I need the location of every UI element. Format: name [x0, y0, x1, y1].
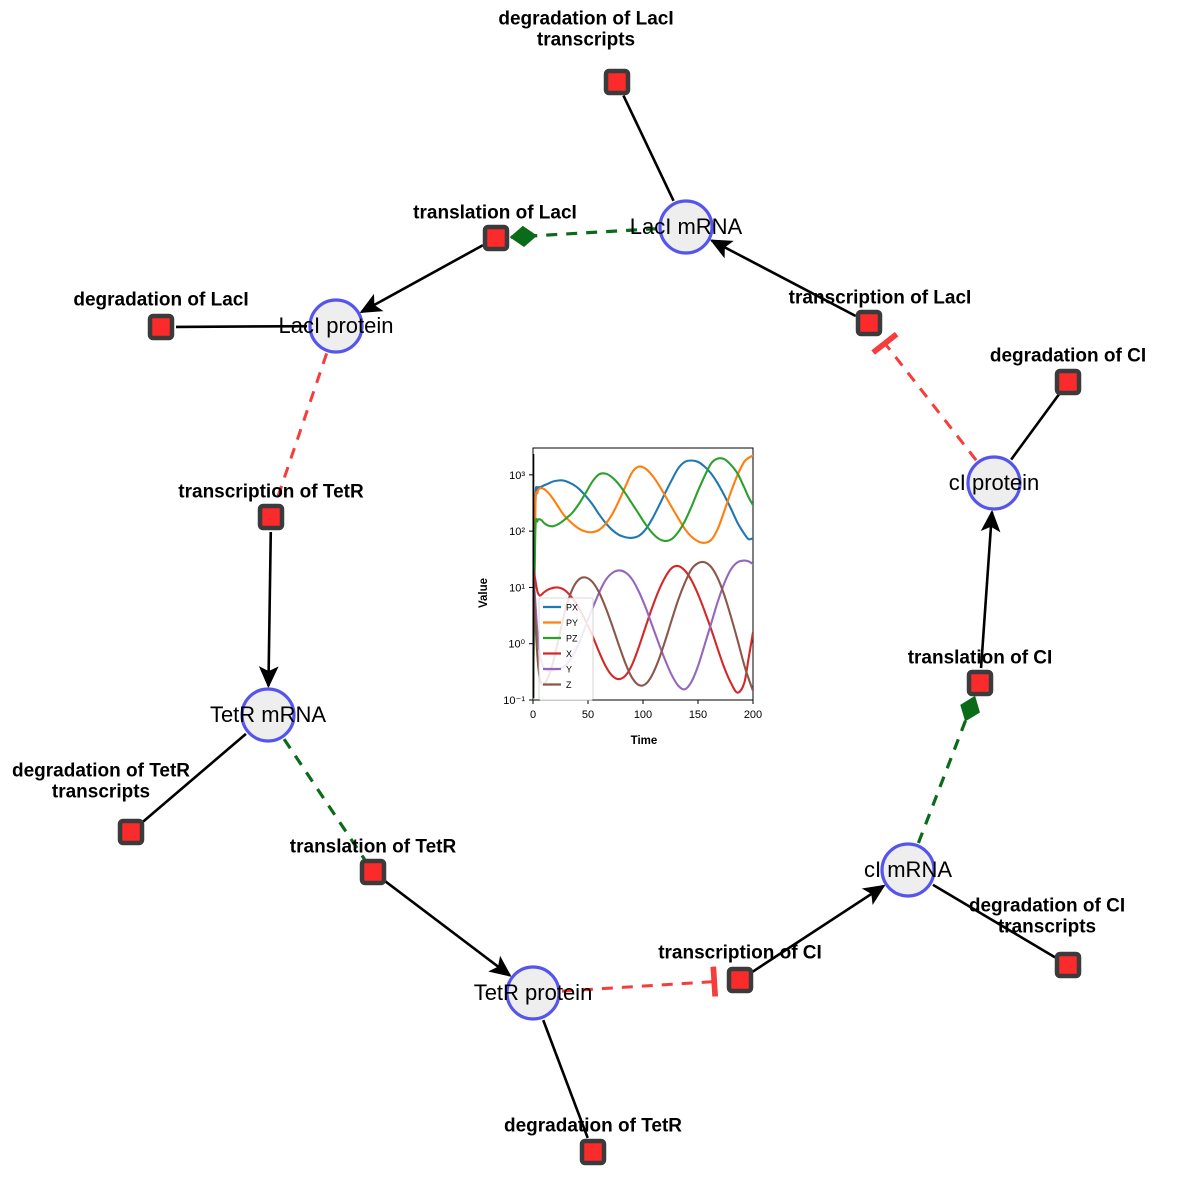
- reaction-node-tl_laci[interactable]: [482, 224, 510, 252]
- chart-yticklabel: 10³: [509, 470, 525, 482]
- chart-xticklabel: 200: [744, 709, 762, 721]
- reaction-node-deg_laci_tr[interactable]: [603, 68, 631, 96]
- chart-legend-label-PX: PX: [566, 602, 578, 612]
- edge-tx_ci-to-ci_mrna: [751, 884, 886, 973]
- reaction-node-deg_laci[interactable]: [147, 313, 175, 341]
- reaction-node-deg_tetr[interactable]: [579, 1138, 607, 1166]
- node-layer: [117, 68, 1082, 1166]
- chart-legend-label-PY: PY: [566, 618, 578, 628]
- species-node-ci_protein[interactable]: [966, 455, 1022, 511]
- chart-yticklabel: 10¹: [509, 582, 525, 594]
- edge-tx_tetr-to-tetr_mrna: [258, 531, 279, 689]
- edge-deg_tetr-to-tetr_protein: [542, 1019, 589, 1139]
- chart-legend-label-PZ: PZ: [566, 633, 578, 643]
- edge-laci_mrna-to-tl_laci: [509, 225, 658, 247]
- reaction-node-tx_tetr[interactable]: [257, 503, 285, 531]
- reaction-node-tx_laci[interactable]: [855, 309, 883, 337]
- chart-series-PZ: [533, 457, 753, 700]
- edge-tetr_mrna-to-tl_tetr: [282, 738, 366, 861]
- species-node-laci_mrna[interactable]: [658, 199, 714, 255]
- edge-deg_laci-to-laci_protein: [175, 324, 308, 329]
- timecourse-plot-inset: 0 50 100 150 200 10⁻¹ 10⁰ 10¹ 10² 10³ PX PY PZ X Y Z T…: [475, 438, 765, 750]
- chart-xticklabel: 100: [634, 709, 652, 721]
- edge-deg_tetr_tr-to-tetr_mrna: [141, 732, 247, 824]
- edge-deg_ci_tr-to-ci_mrna: [932, 883, 1056, 959]
- edge-tl_ci-to-ci_protein: [979, 509, 1001, 669]
- edge-laci_protein-to-tx_tetr: [274, 352, 329, 504]
- edge-deg_ci-to-ci_protein: [1010, 393, 1061, 461]
- edge-deg_laci_tr-to-laci_mrna: [622, 94, 675, 202]
- timecourse-plot: 0 50 100 150 200 10⁻¹ 10⁰ 10¹ 10² 10³ PX PY PZ XYZ T…: [478, 447, 762, 747]
- edge-tl_laci-to-laci_protein: [359, 244, 484, 314]
- chart-legend-label-Y: Y: [566, 664, 572, 674]
- species-node-laci_protein[interactable]: [308, 298, 364, 354]
- chart-series-PY: [533, 454, 753, 700]
- chart-yticklabel: 10⁰: [508, 639, 525, 651]
- chart-xticklabel: 0: [530, 709, 536, 721]
- species-node-tetr_protein[interactable]: [505, 965, 561, 1021]
- edge-ci_mrna-to-tl_ci: [916, 695, 980, 844]
- species-node-ci_mrna[interactable]: [880, 842, 936, 898]
- edge-tx_laci-to-laci_mrna: [709, 239, 857, 318]
- reaction-node-deg_tetr_tr[interactable]: [117, 818, 145, 846]
- chart-xlabel: Time: [631, 735, 658, 747]
- chart-legend-label-X: X: [566, 649, 572, 659]
- chart-series-PX: [533, 459, 753, 700]
- reaction-node-deg_ci[interactable]: [1054, 368, 1082, 396]
- edge-tetr_protein-to-tx_ci: [561, 966, 719, 997]
- edge-layer: [141, 94, 1061, 1139]
- chart-xticklabel: 150: [689, 709, 707, 721]
- edge-tl_tetr-to-tetr_protein: [384, 880, 512, 977]
- reaction-node-deg_ci_tr[interactable]: [1054, 951, 1082, 979]
- chart-yticklabel: 10⁻¹: [503, 695, 525, 707]
- edge-ci_protein-to-tx_laci: [871, 331, 978, 462]
- species-node-tetr_mrna[interactable]: [240, 687, 296, 743]
- reaction-node-tx_ci[interactable]: [726, 966, 754, 994]
- reaction-node-tl_tetr[interactable]: [359, 858, 387, 886]
- chart-yticklabel: 10²: [509, 526, 525, 538]
- chart-ylabel: Value: [478, 578, 490, 608]
- chart-legend-label-Z: Z: [566, 680, 572, 690]
- chart-xticklabel: 50: [582, 709, 594, 721]
- reaction-node-tl_ci[interactable]: [966, 669, 994, 697]
